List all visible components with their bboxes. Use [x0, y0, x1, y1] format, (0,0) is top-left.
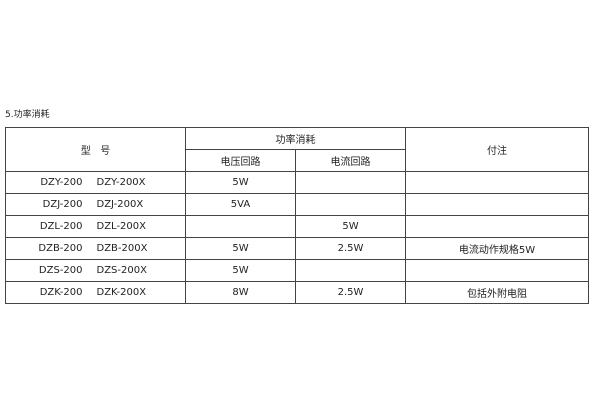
table-row: DZY-200 DZY-200X 5W — [5, 171, 589, 194]
current-cell — [295, 171, 406, 194]
table-row: DZK-200 DZK-200X 8W 2.5W 包括外附电阻 — [5, 281, 589, 304]
remark-cell: 包括外附电阻 — [405, 281, 589, 304]
header-current-circuit: 电流回路 — [295, 149, 406, 172]
header-voltage-circuit: 电压回路 — [185, 149, 296, 172]
voltage-cell: 5W — [185, 237, 296, 260]
voltage-cell: 8W — [185, 281, 296, 304]
voltage-cell: 5W — [185, 259, 296, 282]
header-power: 功率消耗 — [185, 127, 406, 150]
model-cell: DZY-200 DZY-200X — [5, 171, 186, 194]
voltage-cell — [185, 215, 296, 238]
current-cell: 2.5W — [295, 281, 406, 304]
model-cell: DZS-200 DZS-200X — [5, 259, 186, 282]
voltage-cell: 5VA — [185, 193, 296, 216]
remark-cell — [405, 259, 589, 282]
current-cell: 2.5W — [295, 237, 406, 260]
power-consumption-table: 型 号 功率消耗 付注 电压回路 电流回路 DZY-200 DZY-200X 5W… — [5, 127, 589, 304]
remark-cell — [405, 171, 589, 194]
model-b: DZL-200X — [96, 221, 147, 232]
table-row: DZL-200 DZL-200X 5W — [5, 215, 589, 238]
model-a: DZL-200 — [39, 221, 83, 232]
voltage-cell: 5W — [185, 171, 296, 194]
model-a: DZB-200 — [38, 243, 83, 254]
remark-cell — [405, 215, 589, 238]
model-b: DZY-200X — [96, 177, 146, 188]
current-cell — [295, 193, 406, 216]
model-b: DZK-200X — [96, 287, 147, 298]
current-cell: 5W — [295, 215, 406, 238]
model-a: DZJ-200 — [42, 199, 83, 210]
model-cell: DZL-200 DZL-200X — [5, 215, 186, 238]
header-model: 型 号 — [5, 127, 186, 172]
section-title: 5.功率消耗 — [5, 110, 50, 120]
model-a: DZY-200 — [40, 177, 83, 188]
remark-cell: 电流动作规格5W — [405, 237, 589, 260]
model-b: DZB-200X — [96, 243, 148, 254]
remark-cell — [405, 193, 589, 216]
model-b: DZS-200X — [96, 265, 147, 276]
model-cell: DZJ-200 DZJ-200X — [5, 193, 186, 216]
model-cell: DZK-200 DZK-200X — [5, 281, 186, 304]
table-row: DZJ-200 DZJ-200X 5VA — [5, 193, 589, 216]
model-a: DZK-200 — [39, 287, 83, 298]
model-cell: DZB-200 DZB-200X — [5, 237, 186, 260]
header-remark: 付注 — [405, 127, 589, 172]
table-row: DZS-200 DZS-200X 5W — [5, 259, 589, 282]
table-row: DZB-200 DZB-200X 5W 2.5W 电流动作规格5W — [5, 237, 589, 260]
current-cell — [295, 259, 406, 282]
model-b: DZJ-200X — [96, 199, 144, 210]
model-a: DZS-200 — [38, 265, 83, 276]
